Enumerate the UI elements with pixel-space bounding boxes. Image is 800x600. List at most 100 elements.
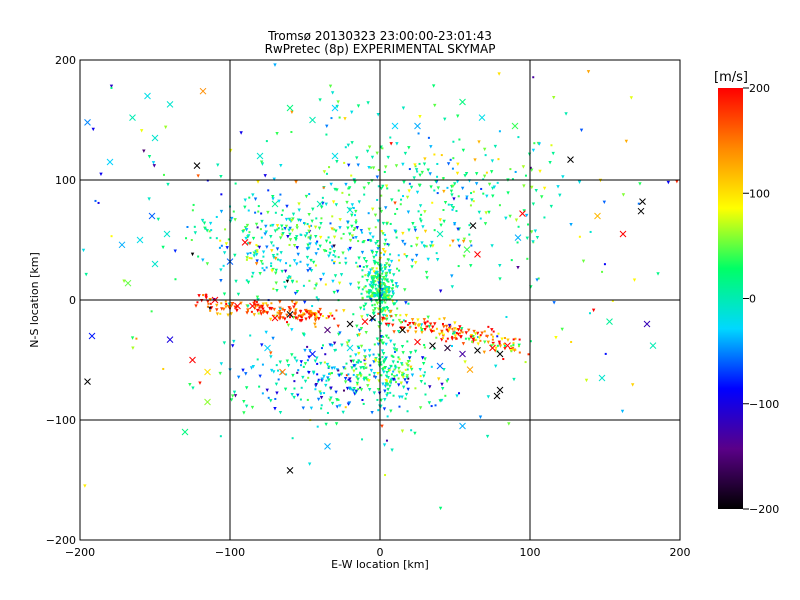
- data-point: [232, 390, 237, 395]
- data-point: [307, 312, 311, 316]
- data-point: [435, 258, 440, 262]
- data-point: [344, 367, 347, 370]
- cross-marker: [619, 230, 627, 238]
- data-point: [388, 294, 391, 297]
- data-point: [474, 172, 479, 176]
- data-point: [381, 232, 385, 236]
- data-point: [288, 243, 291, 246]
- data-point: [359, 386, 362, 389]
- data-point: [225, 302, 228, 305]
- data-point: [162, 367, 165, 370]
- data-point: [485, 194, 489, 199]
- data-point: [389, 339, 393, 344]
- data-point: [427, 401, 432, 405]
- data-point: [259, 228, 262, 231]
- data-point: [401, 162, 405, 167]
- data-point: [219, 312, 222, 315]
- data-point: [413, 261, 418, 265]
- data-point: [498, 264, 502, 268]
- data-point: [319, 222, 323, 226]
- data-point: [308, 279, 311, 282]
- data-point: [302, 284, 305, 287]
- cross-marker: [346, 206, 354, 214]
- data-point: [406, 410, 409, 413]
- data-point: [370, 410, 374, 415]
- data-point: [402, 195, 405, 198]
- data-point: [371, 277, 376, 281]
- cross-marker: [414, 338, 421, 346]
- cross-marker: [144, 92, 151, 100]
- cross-marker: [436, 362, 444, 370]
- data-point: [276, 228, 279, 231]
- data-point: [334, 255, 337, 258]
- data-point: [327, 254, 331, 258]
- data-point: [381, 247, 386, 252]
- data-point: [304, 308, 308, 313]
- cross-marker: [106, 158, 114, 166]
- data-point: [384, 184, 389, 188]
- data-point: [376, 198, 379, 201]
- colorbar-tick-label: 200: [749, 82, 770, 95]
- data-point: [347, 386, 352, 390]
- data-point: [480, 331, 484, 335]
- data-point: [480, 187, 483, 190]
- data-point: [424, 393, 427, 396]
- data-point: [325, 124, 329, 129]
- data-point: [338, 261, 341, 264]
- data-point: [362, 265, 365, 268]
- data-point: [340, 343, 344, 347]
- data-point: [420, 241, 424, 245]
- data-point: [286, 234, 290, 239]
- data-point: [453, 327, 457, 331]
- data-point: [110, 235, 113, 238]
- data-point: [403, 242, 407, 247]
- data-point: [463, 174, 467, 178]
- data-point: [392, 330, 396, 334]
- data-point: [364, 376, 368, 380]
- data-point: [244, 236, 248, 241]
- colorbar-tick-label: 100: [749, 187, 770, 200]
- data-point: [624, 139, 629, 144]
- data-point: [512, 343, 515, 346]
- data-point: [313, 359, 318, 363]
- x-tick-label: 100: [520, 546, 541, 559]
- data-point: [305, 310, 309, 314]
- data-point: [394, 381, 397, 384]
- data-point: [450, 285, 455, 289]
- data-point: [394, 164, 399, 168]
- cross-marker: [444, 344, 451, 352]
- data-point: [445, 328, 448, 331]
- data-point: [406, 387, 410, 392]
- data-point: [413, 163, 417, 167]
- cross-marker: [181, 428, 189, 436]
- data-point: [344, 257, 347, 260]
- data-point: [413, 228, 418, 233]
- data-point: [578, 235, 581, 238]
- data-point: [400, 344, 405, 349]
- data-point: [331, 259, 334, 262]
- data-point: [382, 291, 386, 295]
- data-point: [357, 286, 361, 291]
- data-point: [458, 392, 461, 395]
- data-point: [278, 300, 282, 304]
- data-point: [375, 267, 378, 270]
- data-point: [193, 231, 198, 235]
- data-point: [315, 312, 318, 315]
- data-point: [314, 325, 317, 328]
- data-point: [278, 410, 283, 415]
- data-point: [330, 227, 334, 231]
- data-point: [402, 319, 405, 322]
- data-point: [372, 274, 377, 279]
- data-point: [333, 274, 338, 278]
- data-point: [163, 125, 168, 130]
- data-point: [380, 296, 385, 301]
- data-point: [359, 344, 364, 349]
- data-point: [527, 223, 530, 226]
- data-point: [376, 113, 380, 117]
- data-point: [675, 179, 679, 184]
- data-point: [510, 350, 513, 353]
- data-point: [281, 316, 285, 320]
- data-point: [300, 386, 303, 389]
- data-point: [130, 336, 135, 340]
- data-point: [522, 184, 526, 188]
